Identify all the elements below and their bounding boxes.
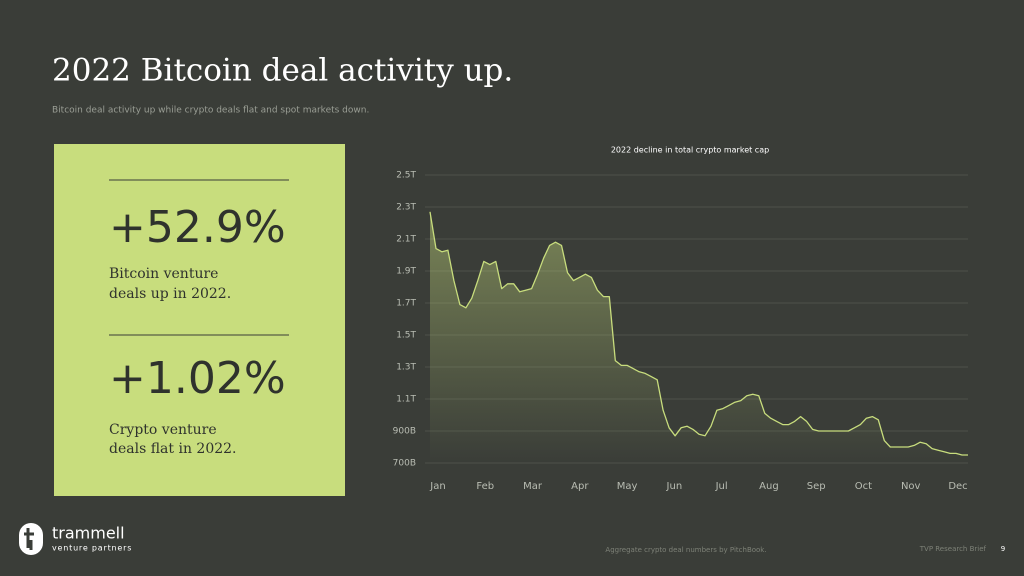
stat-label: deals up in 2022. bbox=[109, 286, 231, 302]
x-tick-label: Oct bbox=[855, 481, 872, 492]
x-tick-label: Jun bbox=[666, 481, 683, 492]
x-tick-label: May bbox=[617, 481, 638, 492]
logo-icon bbox=[19, 523, 43, 555]
chart-title: 2022 decline in total crypto market cap bbox=[611, 146, 769, 155]
x-tick-label: Dec bbox=[948, 481, 967, 492]
stat-label: deals flat in 2022. bbox=[109, 441, 237, 457]
x-tick-label: Nov bbox=[901, 481, 921, 492]
stat-label: Bitcoin venture bbox=[109, 266, 218, 282]
x-tick-label: Apr bbox=[571, 481, 589, 492]
y-tick-label: 2.1T bbox=[396, 235, 416, 245]
area-fill bbox=[430, 211, 968, 463]
footer-source: Aggregate crypto deal numbers by PitchBo… bbox=[605, 546, 766, 554]
line bbox=[429, 211, 968, 456]
stats-panel bbox=[54, 144, 345, 496]
stat-value: +1.02% bbox=[109, 353, 286, 404]
stat-label: Crypto venture bbox=[109, 422, 217, 438]
y-tick-label: 900B bbox=[393, 427, 416, 437]
y-tick-label: 1.5T bbox=[396, 331, 416, 341]
x-tick-label: Jan bbox=[429, 481, 445, 492]
x-tick-label: Mar bbox=[523, 481, 543, 492]
x-tick-label: Jul bbox=[715, 481, 728, 492]
logo: trammell venture partners bbox=[19, 523, 132, 555]
slide-title: 2022 Bitcoin deal activity up. bbox=[52, 53, 513, 89]
x-tick-label: Aug bbox=[759, 481, 779, 492]
stat-value: +52.9% bbox=[109, 202, 286, 253]
y-tick-label: 1.9T bbox=[396, 267, 416, 277]
chart: 2022 decline in total crypto market cap … bbox=[393, 146, 968, 492]
slide-subtitle: Bitcoin deal activity up while crypto de… bbox=[52, 106, 369, 116]
x-tick-label: Feb bbox=[476, 481, 494, 492]
y-tick-label: 1.7T bbox=[396, 299, 416, 309]
y-tick-label: 1.1T bbox=[396, 395, 416, 405]
footer-doc: TVP Research Brief bbox=[919, 545, 987, 553]
logo-name: trammell bbox=[52, 524, 125, 543]
logo-tagline: venture partners bbox=[52, 544, 132, 553]
y-tick-label: 1.3T bbox=[396, 363, 416, 373]
logo-glyph bbox=[24, 528, 34, 550]
y-tick-label: 700B bbox=[393, 459, 416, 469]
y-tick-label: 2.5T bbox=[396, 171, 416, 181]
page-number: 9 bbox=[1001, 545, 1005, 553]
x-tick-label: Sep bbox=[807, 481, 826, 492]
y-tick-label: 2.3T bbox=[396, 203, 416, 213]
